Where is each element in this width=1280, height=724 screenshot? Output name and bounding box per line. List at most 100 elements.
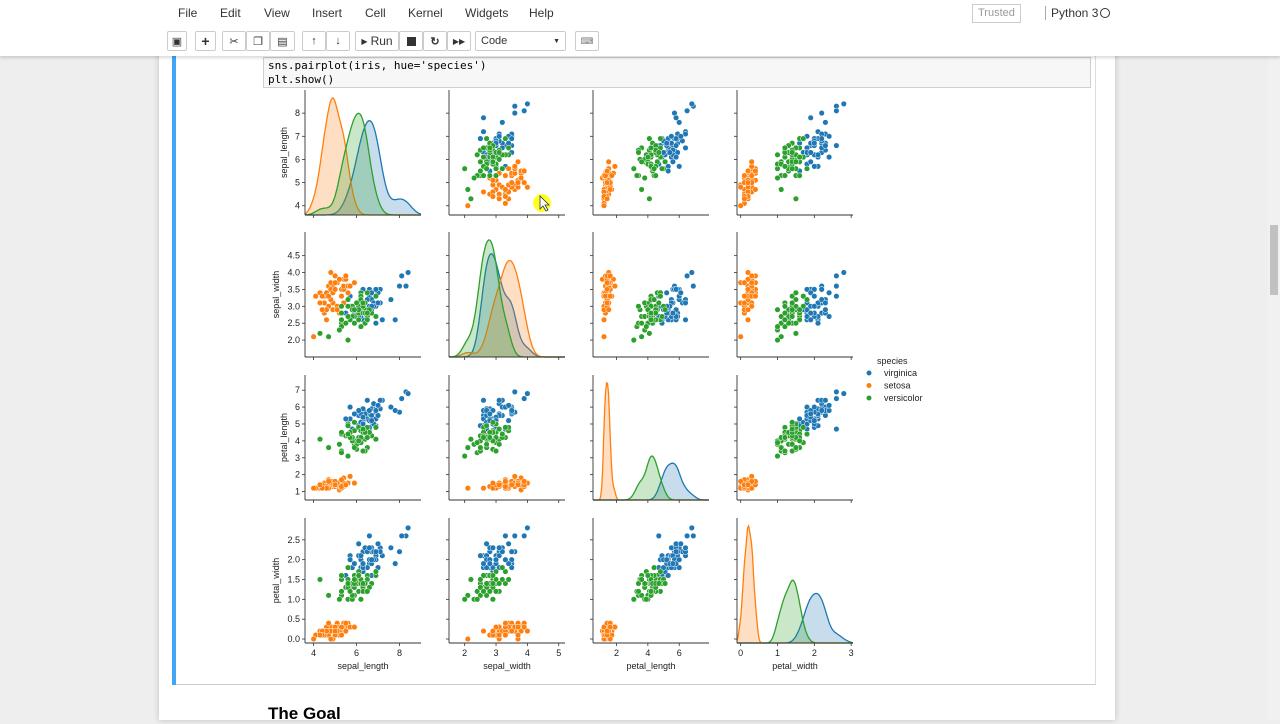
toolbar: ▣ + ✂ ❐ ▤ ↑ ↓ ▶ Run ↻ ▶▶ Code ▼ ⌨ [0,28,1280,56]
menu-kernel[interactable]: Kernel [408,6,443,20]
point-setosa [514,624,522,631]
fast-forward-icon: ▶▶ [452,36,466,46]
point-setosa [611,283,618,290]
point-versicolor [662,580,669,587]
point-virginica [822,299,829,306]
scrollbar[interactable] [1268,56,1280,720]
point-virginica [505,402,512,409]
menu-widgets[interactable]: Widgets [465,6,509,20]
menu-help[interactable]: Help [529,6,554,20]
legend-marker-virginica [866,370,872,376]
point-virginica [811,293,818,300]
point-setosa [496,481,503,488]
paste-button[interactable]: ▤ [270,31,295,51]
point-setosa [521,179,528,186]
legend-label-setosa: setosa [884,381,911,391]
point-setosa [752,293,759,300]
point-versicolor [492,588,500,595]
point-setosa [502,172,509,179]
point-virginica [524,100,531,107]
point-virginica [684,107,691,114]
point-virginica [477,135,484,142]
move-up-button[interactable]: ↑ [302,31,326,51]
notebook-container [159,0,1115,720]
restart-run-all-button[interactable]: ▶▶ [447,31,471,51]
point-virginica [486,410,493,417]
plus-icon: + [201,33,210,49]
subplot-sepal_width-vs-petal_length [590,232,709,360]
copy-button[interactable]: ❐ [246,31,270,51]
point-virginica [387,544,394,551]
point-virginica [665,572,672,579]
point-versicolor [486,144,493,151]
point-versicolor [480,144,487,151]
point-virginica [355,540,362,547]
code-cell[interactable] [172,56,1096,685]
point-versicolor [803,165,811,172]
point-versicolor [461,596,468,603]
point-versicolor [480,588,487,595]
point-setosa [310,333,317,340]
menu-file[interactable]: File [178,6,198,20]
point-versicolor [651,564,658,571]
kde-fill-versicolor [737,580,853,643]
point-virginica [833,293,840,300]
restart-button[interactable]: ↻ [423,31,447,51]
point-versicolor [372,313,379,320]
point-versicolor [647,316,655,323]
point-versicolor [789,299,796,306]
point-versicolor [483,422,490,429]
point-versicolor [774,174,781,182]
cut-button[interactable]: ✂ [222,31,246,51]
section-heading: The Goal [268,704,341,723]
point-versicolor [372,436,379,443]
menu-view[interactable]: View [264,6,290,20]
point-versicolor [316,436,324,443]
x-tick-label: 1 [775,648,780,658]
command-palette-button[interactable]: ⌨ [575,31,599,51]
point-versicolor [646,195,653,202]
y-tick-label: 0.5 [287,614,300,624]
code-line: sns.pairplot(iris, hue='species') [268,59,487,72]
point-versicolor [344,453,352,460]
point-virginica [663,289,670,296]
save-button[interactable]: ▣ [167,31,187,51]
point-setosa [604,299,611,306]
point-virginica [796,415,803,422]
run-button[interactable]: ▶ Run [355,31,399,51]
cell-type-select[interactable]: Code ▼ [475,31,566,51]
point-virginica [505,540,512,547]
point-virginica [398,532,405,539]
menu-insert[interactable]: Insert [312,6,343,20]
menu-edit[interactable]: Edit [220,6,241,20]
point-setosa [518,628,525,635]
point-versicolor [351,306,358,313]
x-tick-label: 4 [645,648,650,658]
point-virginica [372,548,379,555]
point-versicolor [344,431,352,438]
interrupt-button[interactable] [399,31,423,51]
point-virginica [351,410,358,417]
insert-cell-button[interactable]: + [195,31,216,51]
point-setosa [508,628,515,635]
scrollbar-thumb[interactable] [1270,225,1278,295]
trusted-badge[interactable]: Trusted [972,4,1021,23]
cell-selected-indicator [172,56,176,685]
point-versicolor [353,299,360,306]
point-virginica [511,532,518,539]
subplot-petal_width-vs-petal_width: 0 1 2 3 petal_width [734,518,854,671]
y-tick-label: 6 [295,154,300,164]
point-versicolor [338,303,345,310]
point-virginica [355,407,362,414]
point-virginica [688,269,695,276]
save-icon: ▣ [171,35,183,48]
point-virginica [807,310,814,317]
point-setosa [744,316,752,323]
kde-fill-versicolor [449,240,565,357]
move-down-button[interactable]: ↓ [326,31,350,51]
arrow-down-icon: ↓ [335,35,341,47]
subplot-sepal_width-vs-sepal_width [446,232,565,360]
code-input[interactable]: sns.pairplot(iris, hue='species') plt.sh… [263,57,1091,88]
paste-icon: ▤ [277,35,288,48]
menu-cell[interactable]: Cell [365,6,386,20]
